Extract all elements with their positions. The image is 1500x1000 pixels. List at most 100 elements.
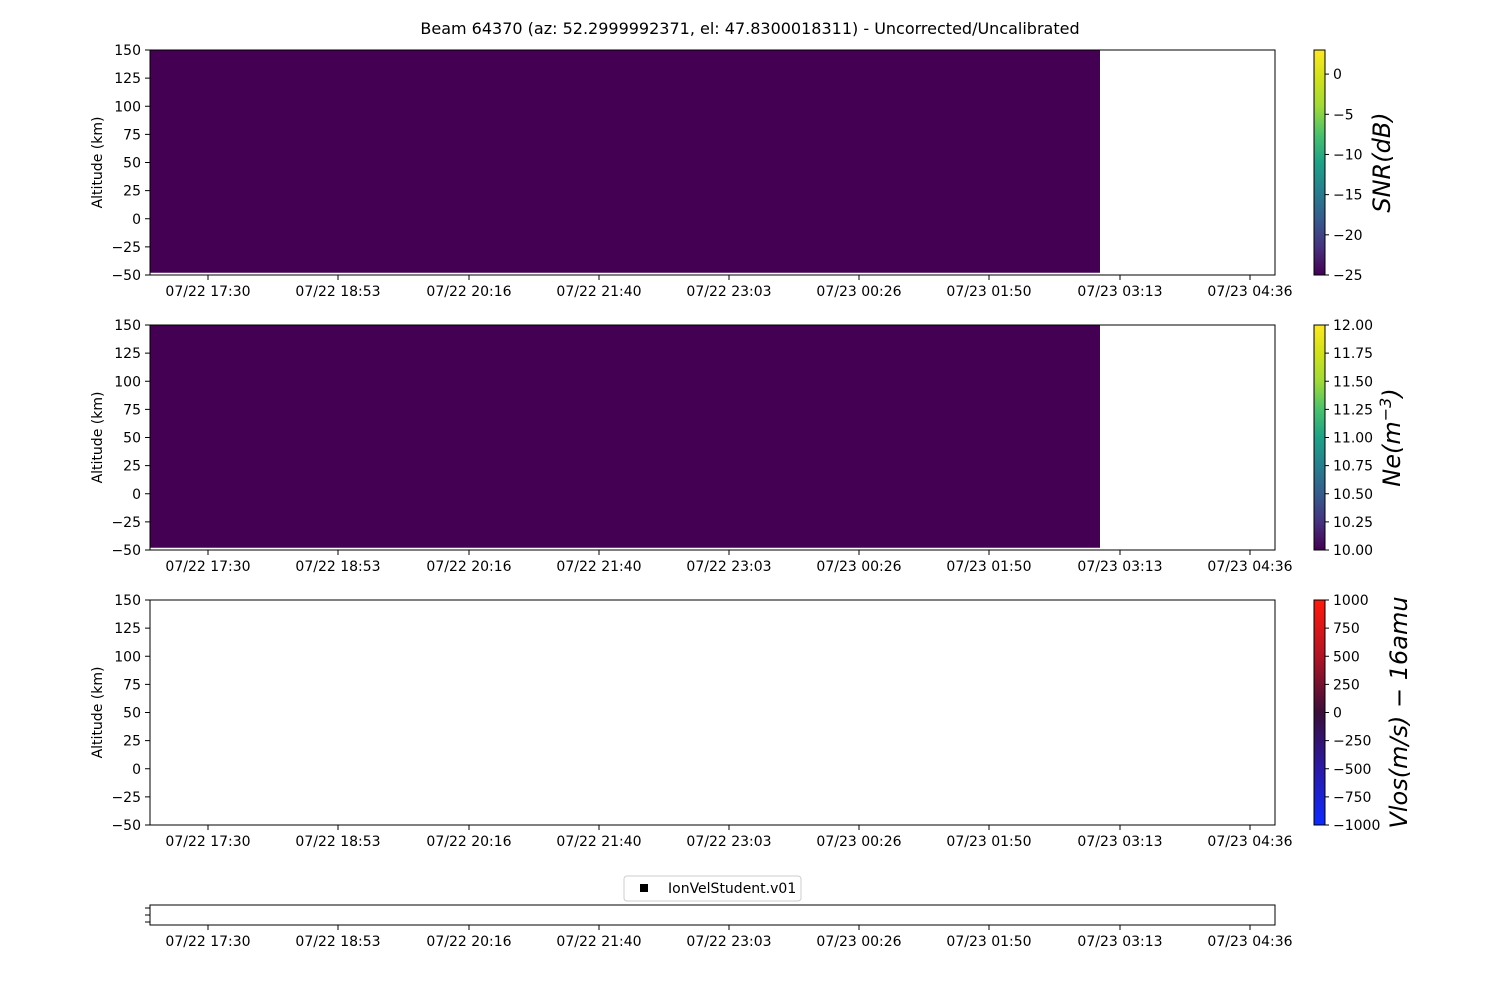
colorbar-label: SNR(dB) xyxy=(1368,112,1396,212)
colorbar-tick-label: 0 xyxy=(1333,706,1342,722)
x-tick-label: 07/23 01:50 xyxy=(946,934,1031,950)
x-tick-label: 07/22 20:16 xyxy=(426,559,511,575)
colorbar xyxy=(1313,49,1326,276)
colorbar-tick-label: 750 xyxy=(1333,621,1360,637)
y-tick-label: −25 xyxy=(111,515,141,531)
y-tick-label: −50 xyxy=(111,543,141,559)
x-tick-label: 07/22 17:30 xyxy=(165,559,250,575)
x-tick-label: 07/22 23:03 xyxy=(686,834,771,850)
x-tick-label: 07/22 18:53 xyxy=(295,834,380,850)
strip-frame xyxy=(149,904,1276,926)
colorbar-tick-label: 1000 xyxy=(1333,593,1369,609)
x-tick-label: 07/22 23:03 xyxy=(686,284,771,300)
colorbar xyxy=(1313,599,1326,826)
y-tick-label: 0 xyxy=(132,487,141,503)
x-tick-label: 07/23 01:50 xyxy=(946,284,1031,300)
legend-marker xyxy=(640,884,648,892)
y-tick-label: 75 xyxy=(123,402,141,418)
colorbar-tick-label: −750 xyxy=(1333,790,1371,806)
y-tick-label: 50 xyxy=(123,156,141,172)
colorbar-label: Vlos(m/s) − 16amu xyxy=(1385,596,1413,828)
y-tick-label: 50 xyxy=(123,431,141,447)
plot-frame xyxy=(149,599,1276,826)
y-tick-label: 100 xyxy=(114,374,141,390)
colorbar-tick-label: −25 xyxy=(1333,268,1363,284)
y-tick-label: 25 xyxy=(123,734,141,750)
x-tick-label: 07/23 04:36 xyxy=(1207,284,1292,300)
x-tick-label: 07/22 23:03 xyxy=(686,934,771,950)
y-tick-label: 125 xyxy=(114,621,141,637)
x-tick-label: 07/23 00:26 xyxy=(816,834,901,850)
y-tick-label: 0 xyxy=(132,762,141,778)
x-tick-label: 07/22 21:40 xyxy=(556,559,641,575)
colorbar-tick-label: 0 xyxy=(1333,67,1342,83)
colorbar-tick-label: 500 xyxy=(1333,649,1360,665)
y-tick-label: −50 xyxy=(111,268,141,284)
x-tick-label: 07/22 18:53 xyxy=(295,284,380,300)
y-tick-label: 150 xyxy=(114,43,141,59)
x-tick-label: 07/22 21:40 xyxy=(556,834,641,850)
colorbar-tick-label: 11.25 xyxy=(1333,402,1373,418)
x-tick-label: 07/23 04:36 xyxy=(1207,934,1292,950)
y-tick-label: 125 xyxy=(114,71,141,87)
x-tick-label: 07/23 03:13 xyxy=(1077,934,1162,950)
colorbar-tick-label: −10 xyxy=(1333,147,1363,163)
legend-box xyxy=(623,875,802,902)
x-tick-label: 07/23 04:36 xyxy=(1207,834,1292,850)
x-tick-label: 07/23 03:13 xyxy=(1077,559,1162,575)
y-tick-label: 150 xyxy=(114,318,141,334)
colorbar-tick-label: −5 xyxy=(1333,107,1354,123)
y-tick-label: 25 xyxy=(123,184,141,200)
colorbar-tick-label: −20 xyxy=(1333,228,1363,244)
colorbar-tick-label: 11.75 xyxy=(1333,346,1373,362)
x-tick-label: 07/22 17:30 xyxy=(165,284,250,300)
y-tick-label: 50 xyxy=(123,706,141,722)
y-tick-label: 0 xyxy=(132,212,141,228)
x-tick-label: 07/22 20:16 xyxy=(426,934,511,950)
x-tick-label: 07/23 00:26 xyxy=(816,934,901,950)
x-tick-label: 07/22 20:16 xyxy=(426,284,511,300)
y-tick-label: 125 xyxy=(114,346,141,362)
colorbar-tick-label: −15 xyxy=(1333,188,1363,204)
y-tick-label: −50 xyxy=(111,818,141,834)
colorbar-tick-label: 11.00 xyxy=(1333,431,1373,447)
legend-label: IonVelStudent.v01 xyxy=(668,881,796,897)
heatmap-cells xyxy=(150,325,1100,548)
x-tick-label: 07/22 17:30 xyxy=(165,834,250,850)
y-tick-label: 75 xyxy=(123,127,141,143)
x-tick-label: 07/23 03:13 xyxy=(1077,834,1162,850)
colorbar-tick-label: −1000 xyxy=(1333,818,1380,834)
colorbar-tick-label: 250 xyxy=(1333,677,1360,693)
x-tick-label: 07/23 01:50 xyxy=(946,559,1031,575)
heatmap-cells xyxy=(150,50,1100,273)
x-tick-label: 07/22 23:03 xyxy=(686,559,771,575)
y-tick-label: 75 xyxy=(123,677,141,693)
x-tick-label: 07/23 04:36 xyxy=(1207,559,1292,575)
x-tick-label: 07/23 00:26 xyxy=(816,284,901,300)
y-tick-label: −25 xyxy=(111,240,141,256)
colorbar-tick-label: 11.50 xyxy=(1333,374,1373,390)
y-tick-label: 100 xyxy=(114,649,141,665)
x-tick-label: 07/23 01:50 xyxy=(946,834,1031,850)
y-tick-label: 25 xyxy=(123,459,141,475)
x-tick-label: 07/22 17:30 xyxy=(165,934,250,950)
x-tick-label: 07/22 21:40 xyxy=(556,284,641,300)
colorbar-tick-label: 10.25 xyxy=(1333,515,1373,531)
colorbar-tick-label: 10.75 xyxy=(1333,459,1373,475)
y-tick-label: 150 xyxy=(114,593,141,609)
y-axis-label: Altitude (km) xyxy=(90,392,106,484)
x-tick-label: 07/22 21:40 xyxy=(556,934,641,950)
colorbar-tick-label: −500 xyxy=(1333,762,1371,778)
x-tick-label: 07/22 18:53 xyxy=(295,559,380,575)
figure-title: Beam 64370 (az: 52.2999992371, el: 47.83… xyxy=(420,19,1079,38)
x-tick-label: 07/22 20:16 xyxy=(426,834,511,850)
y-tick-label: 100 xyxy=(114,99,141,115)
colorbar-tick-label: 10.00 xyxy=(1333,543,1373,559)
y-tick-label: −25 xyxy=(111,790,141,806)
colorbar-label: Ne(m−3) xyxy=(1376,388,1407,486)
colorbar-tick-label: 12.00 xyxy=(1333,318,1373,334)
colorbar-tick-label: −250 xyxy=(1333,734,1371,750)
colorbar xyxy=(1313,324,1326,551)
